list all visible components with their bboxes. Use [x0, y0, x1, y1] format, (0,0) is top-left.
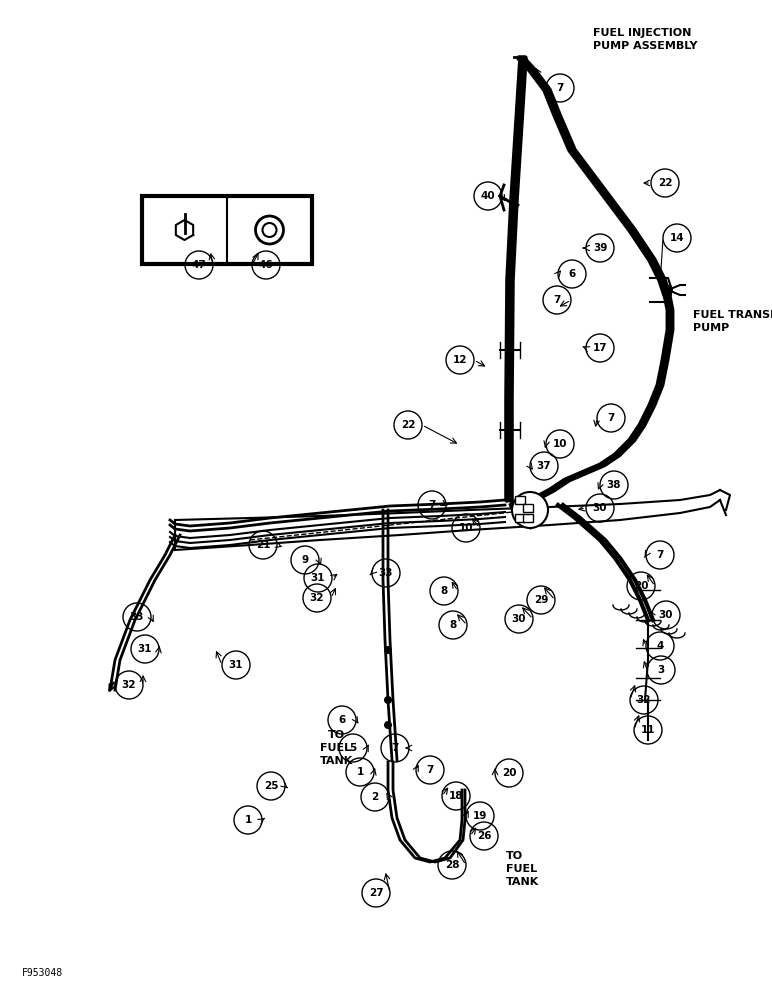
Text: 7: 7 — [426, 765, 434, 775]
Text: TO
FUEL
TANK: TO FUEL TANK — [506, 851, 540, 887]
Text: 47: 47 — [191, 260, 206, 270]
Text: 10: 10 — [553, 439, 567, 449]
Text: 39: 39 — [593, 243, 608, 253]
Text: FUEL TRANSFER
PUMP: FUEL TRANSFER PUMP — [693, 310, 772, 333]
Text: 6: 6 — [568, 269, 576, 279]
Text: 12: 12 — [452, 355, 467, 365]
Text: 20: 20 — [502, 768, 516, 778]
Text: 21: 21 — [256, 540, 270, 550]
Text: 38: 38 — [607, 480, 621, 490]
Text: 31: 31 — [137, 644, 152, 654]
Text: 17: 17 — [593, 343, 608, 353]
Text: 7: 7 — [554, 295, 560, 305]
Text: 30: 30 — [659, 610, 673, 620]
Text: 7: 7 — [428, 500, 435, 510]
Text: 7: 7 — [608, 413, 615, 423]
Text: F953048: F953048 — [22, 968, 63, 978]
Text: 31: 31 — [311, 573, 325, 583]
Text: 5: 5 — [350, 743, 357, 753]
Text: 20: 20 — [634, 581, 648, 591]
Bar — [523, 514, 533, 522]
Text: 25: 25 — [264, 781, 278, 791]
Text: 46: 46 — [259, 260, 273, 270]
Text: 14: 14 — [669, 233, 684, 243]
Text: 29: 29 — [533, 595, 548, 605]
Circle shape — [663, 285, 673, 295]
Text: 32: 32 — [122, 680, 136, 690]
Bar — [523, 504, 533, 512]
Text: 1: 1 — [245, 815, 252, 825]
Bar — [515, 496, 525, 504]
Circle shape — [384, 696, 392, 704]
Text: 22: 22 — [401, 420, 415, 430]
Circle shape — [384, 646, 392, 654]
Text: 18: 18 — [449, 791, 463, 801]
Bar — [142, 196, 312, 264]
Text: 27: 27 — [369, 888, 384, 898]
Text: 2: 2 — [371, 792, 378, 802]
Bar — [515, 514, 525, 522]
Text: 26: 26 — [477, 831, 491, 841]
Text: 33: 33 — [379, 568, 393, 578]
Text: 28: 28 — [445, 860, 459, 870]
Text: 30: 30 — [512, 614, 527, 624]
Text: 7: 7 — [656, 550, 664, 560]
Text: 10: 10 — [459, 523, 473, 533]
Text: FUEL INJECTION
PUMP ASSEMBLY: FUEL INJECTION PUMP ASSEMBLY — [593, 28, 697, 51]
Text: 32: 32 — [310, 593, 324, 603]
Text: 32: 32 — [637, 695, 652, 705]
Text: 7: 7 — [557, 83, 564, 93]
Text: 19: 19 — [472, 811, 487, 821]
Circle shape — [512, 492, 548, 528]
Circle shape — [384, 721, 392, 729]
Text: 8: 8 — [440, 586, 448, 596]
Text: 4: 4 — [656, 641, 664, 651]
Text: 22: 22 — [658, 178, 672, 188]
Text: 8: 8 — [449, 620, 456, 630]
Text: 33: 33 — [130, 612, 144, 622]
Text: 9: 9 — [301, 555, 309, 565]
Text: TO
FUEL
TANK: TO FUEL TANK — [320, 730, 353, 766]
Text: 3: 3 — [658, 665, 665, 675]
Text: 6: 6 — [338, 715, 346, 725]
Text: 37: 37 — [537, 461, 551, 471]
Text: 31: 31 — [229, 660, 243, 670]
Text: 1: 1 — [357, 767, 364, 777]
Text: 30: 30 — [593, 503, 608, 513]
Text: 40: 40 — [481, 191, 496, 201]
Text: 11: 11 — [641, 725, 655, 735]
Text: 7: 7 — [391, 743, 398, 753]
